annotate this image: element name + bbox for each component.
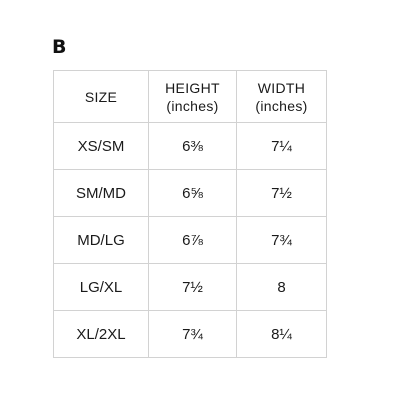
header-size: SIZE [53,70,149,123]
section-label: B [52,36,67,58]
table-row: LG/XL 7½ 8 [53,263,327,311]
cell-width: 8 [236,263,327,311]
table-row: MD/LG 6⅞ 7¾ [53,216,327,264]
cell-width: 7½ [236,169,327,217]
cell-size: LG/XL [53,263,149,311]
size-chart-table: SIZE HEIGHT (inches) WIDTH (inches) XS/S… [53,70,327,358]
header-height-label: HEIGHT [165,79,220,96]
cell-width: 8¼ [236,310,327,358]
table-row: SM/MD 6⅝ 7½ [53,169,327,217]
header-width: WIDTH (inches) [236,70,327,123]
cell-height: 7¾ [148,310,237,358]
table-row: XL/2XL 7¾ 8¼ [53,310,327,358]
cell-height: 6⅜ [148,122,237,170]
cell-size: XL/2XL [53,310,149,358]
cell-height: 7½ [148,263,237,311]
cell-width: 7¼ [236,122,327,170]
cell-height: 6⅝ [148,169,237,217]
table-row: XS/SM 6⅜ 7¼ [53,122,327,170]
cell-size: SM/MD [53,169,149,217]
header-height: HEIGHT (inches) [148,70,237,123]
cell-width: 7¾ [236,216,327,264]
header-height-unit: (inches) [166,97,219,114]
header-width-unit: (inches) [255,97,308,114]
cell-size: MD/LG [53,216,149,264]
cell-height: 6⅞ [148,216,237,264]
header-width-label: WIDTH [257,79,306,96]
table-header-row: SIZE HEIGHT (inches) WIDTH (inches) [53,70,327,123]
cell-size: XS/SM [53,122,149,170]
